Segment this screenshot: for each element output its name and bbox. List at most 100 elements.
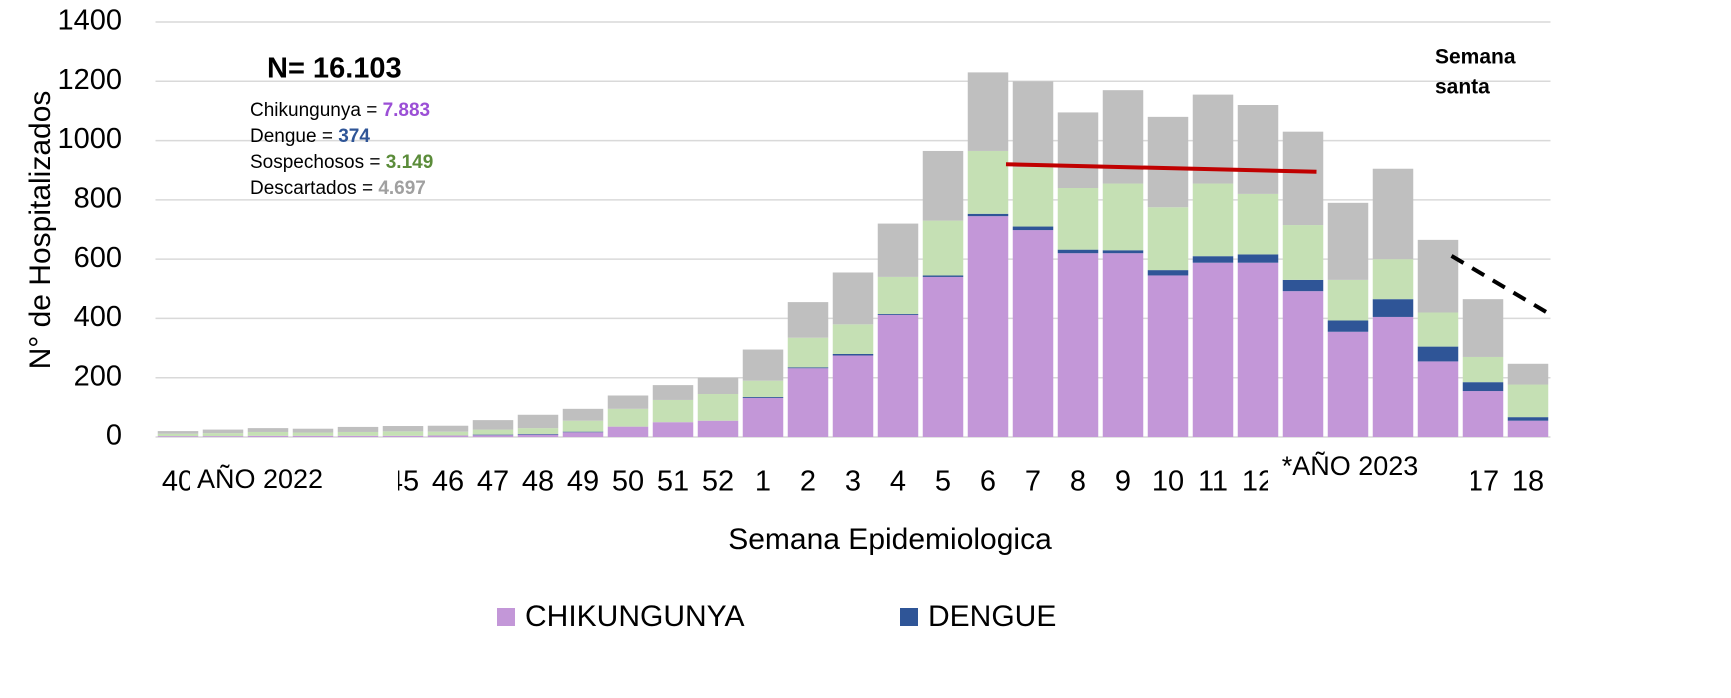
bar-segment [157,433,199,437]
bar-segment [697,420,739,437]
bar-segment [967,150,1009,214]
bar-segment [1192,262,1234,437]
bar-segment [382,435,424,437]
bar-segment [1012,230,1054,437]
x-tick-label: 3 [845,466,861,498]
x-tick-label: 10 [1152,466,1184,498]
bar-segment [1417,239,1459,313]
bar-segment [517,434,559,437]
bar-segment [337,426,379,432]
bar-segment [1462,382,1504,392]
bar-segment [1417,346,1459,362]
bar-segment [1192,183,1234,257]
bar-segment [1237,262,1279,437]
breakdown-value: 4.697 [378,178,426,199]
bar-segment [562,431,604,433]
breakdown-annotation: Descartados = 4.697 [250,178,426,199]
y-axis-title: N° de Hospitalizados [24,91,57,370]
bar-segment [157,436,199,437]
bar-segment [652,385,694,400]
x-tick-label: 4 [890,466,906,498]
y-tick-label: 0 [106,420,122,452]
bar-segment [517,434,559,435]
breakdown-value: 7.883 [383,100,431,121]
bar-segment [292,435,334,437]
y-tick-label: 1400 [57,5,122,37]
bar-segment [1282,131,1324,226]
x-tick-label: 40 [162,466,194,498]
y-tick-label: 400 [74,301,122,333]
bar-segment [1147,270,1189,276]
bar-segment [1507,363,1549,385]
bar-segment [517,414,559,429]
bar-segment [562,420,604,432]
bar-segment [832,355,874,437]
bar-segment [1507,420,1549,437]
bar-segment [1102,183,1144,251]
bar-segment [427,435,469,437]
bar-segment [922,220,964,276]
x-tick-label: 6 [980,466,996,498]
x-tick-label: 7 [1025,466,1041,498]
bar-segment [202,429,244,434]
x-tick-label: 11 [1198,466,1228,498]
bar-segment [607,426,649,437]
x-tick-label: 9 [1115,466,1131,498]
annotation-box [1268,450,1471,502]
bar-segment [472,434,514,436]
bar-segment [697,394,739,421]
bar-segment [1237,254,1279,263]
bar-segment [1417,361,1459,437]
bar-segment [1192,256,1234,263]
bar-segment [337,431,379,436]
bar-segment [337,435,379,437]
x-tick-label: 8 [1070,466,1086,498]
bar-segment [877,314,919,437]
y-tick-label: 800 [74,183,122,215]
year-annotation: *AÑO 2023 [1282,450,1419,481]
bar-segment [877,276,919,314]
bar-segment [697,377,739,395]
legend-swatch [497,608,515,626]
bar-segment [202,436,244,437]
bar-segment [832,324,874,354]
bar-segment [202,433,244,437]
bar-segment [292,432,334,436]
bar-segment [1327,202,1369,280]
y-tick-label: 1000 [57,123,122,155]
bar-segment [1057,253,1099,437]
bar-segment [1462,356,1504,383]
bar-segment [742,397,784,437]
bar-segment [652,422,694,437]
bar-segment [1327,331,1369,437]
bar-segment [1507,384,1549,418]
bar-segment [1327,279,1369,321]
bar-segment [1462,391,1504,437]
x-tick-label: 48 [522,466,554,498]
bar-segment [292,428,334,433]
breakdown-label: Dengue = [250,126,338,147]
bar-segment [1012,167,1054,227]
bar-segment [742,396,784,398]
bar-segment [1372,259,1414,300]
bar-segment [1012,226,1054,231]
breakdown-annotation: Sospechosos = 3.149 [250,152,433,173]
bar-segment [382,426,424,432]
holiday-annotation: Semana [1435,46,1516,69]
bar-segment [247,428,289,432]
bar-segment [1462,299,1504,357]
holiday-annotation: santa [1435,76,1490,99]
bar-segment [922,275,964,277]
bar-segment [1102,90,1144,184]
bar-segment [157,431,199,434]
bar-segment [1507,417,1549,421]
legend-swatch [900,608,918,626]
bar-segment [967,72,1009,151]
bar-segment [1057,188,1099,250]
x-tick-label: 18 [1512,466,1544,498]
bar-segment [832,354,874,356]
bar-segment [1372,299,1414,317]
breakdown-label: Chikungunya = [250,100,383,121]
bar-segment [427,425,469,432]
bar-segment [472,420,514,430]
